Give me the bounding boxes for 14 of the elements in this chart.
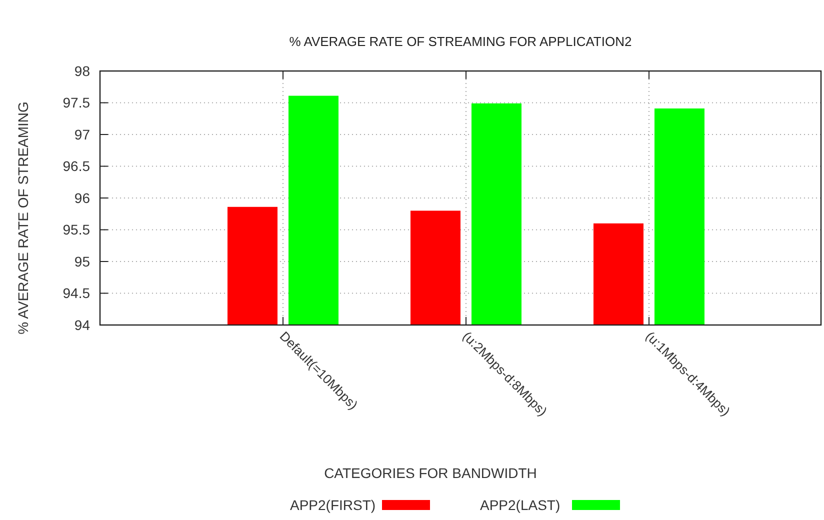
y-tick-label: 95.5 (62, 222, 90, 238)
y-tick-label: 96.5 (62, 158, 90, 174)
y-axis-title: % AVERAGE RATE OF STREAMING (15, 102, 31, 334)
legend-label: APP2(FIRST) (290, 497, 376, 513)
y-tick-label: 94.5 (62, 285, 90, 302)
legend-label: APP2(LAST) (480, 497, 560, 513)
y-tick-label: 98 (74, 62, 90, 79)
chart-title: % AVERAGE RATE OF STREAMING FOR APPLICATION2 (289, 34, 632, 49)
y-tick-label: 97 (74, 126, 90, 142)
y-tick-label: 96 (74, 190, 90, 206)
x-axis-title: CATEGORIES FOR BANDWIDTH (324, 465, 537, 481)
y-tick-label: 94 (74, 316, 90, 333)
y-tick-label: 95 (74, 253, 90, 270)
y-tick-label: 97.5 (62, 94, 90, 111)
